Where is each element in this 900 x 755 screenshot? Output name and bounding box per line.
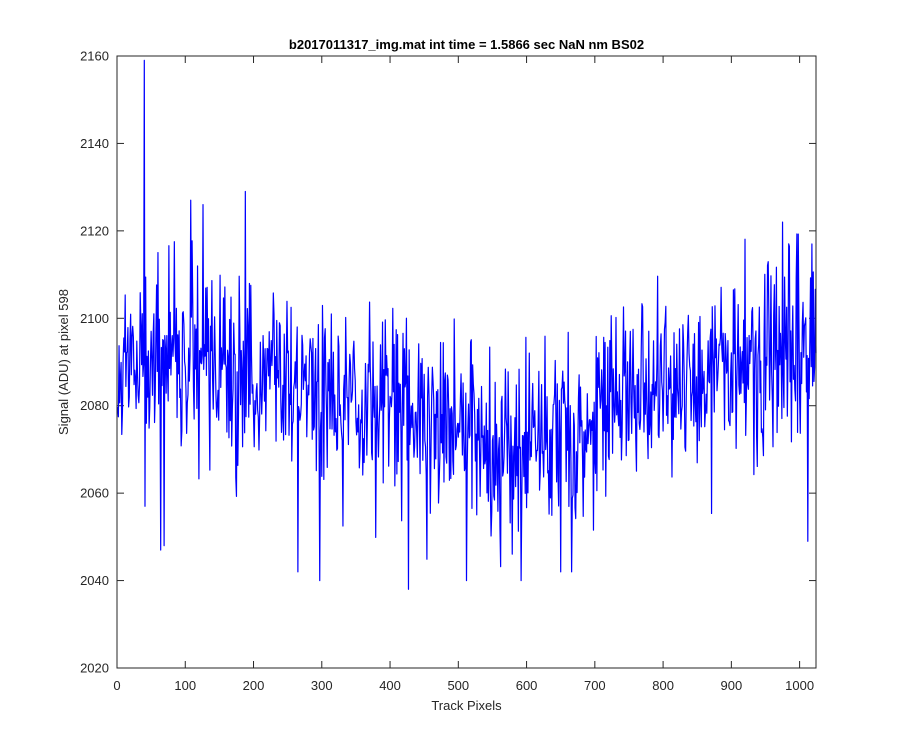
x-tick-label: 400 [379,678,401,693]
y-tick-label: 2040 [80,573,109,588]
x-tick-label: 900 [721,678,743,693]
x-tick-label: 600 [516,678,538,693]
y-tick-label: 2100 [80,311,109,326]
x-tick-label: 0 [113,678,120,693]
y-tick-label: 2160 [80,49,109,64]
chart-title: b2017011317_img.mat int time = 1.5866 se… [289,37,644,52]
axes-box [116,55,817,669]
y-tick-label: 2060 [80,486,109,501]
y-tick-label: 2020 [80,661,109,676]
x-tick-label: 800 [652,678,674,693]
x-tick-label: 100 [174,678,196,693]
x-tick-label: 200 [243,678,265,693]
signal-series-line [117,59,817,590]
y-tick-labels: 2020 2040 2060 2080 2100 2120 2140 2160 [80,49,109,676]
x-tick-label: 300 [311,678,333,693]
x-axis-label: Track Pixels [431,698,502,713]
y-tick-label: 2120 [80,223,109,238]
x-tick-labels: 0 100 200 300 400 500 600 700 800 900 1000 [113,678,814,693]
y-axis-label: Signal (ADU) at pixel 598 [56,289,71,435]
x-tick-label: 700 [584,678,606,693]
x-tick-label: 500 [447,678,469,693]
y-tick-label: 2140 [80,136,109,151]
y-tick-label: 2080 [80,398,109,413]
x-tick-label: 1000 [785,678,814,693]
